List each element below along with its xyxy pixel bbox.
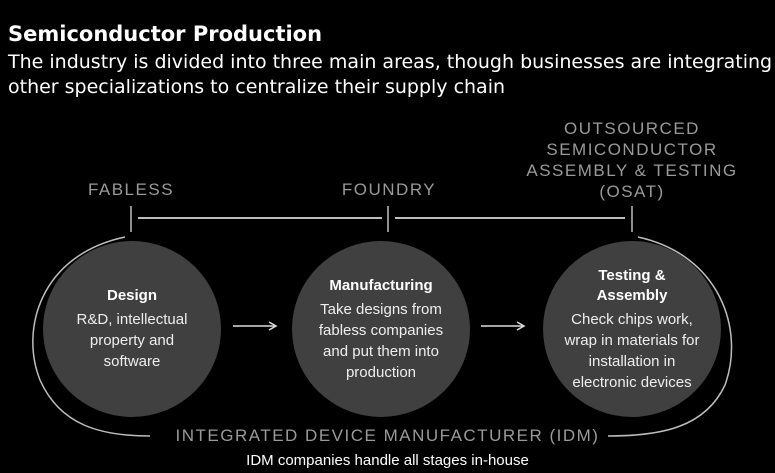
idm-label: INTEGRATED DEVICE MANUFACTURER (IDM) [175,426,600,445]
subtitle: The industry is divided into three main … [8,51,773,98]
category-fabless: FABLESS [87,180,175,199]
stage-manufacturing: Manufacturing Take designs from fabless … [292,241,470,417]
stage-design: Design R&D, intellectual property and so… [43,241,221,417]
page-title: Semiconductor Production [8,22,323,46]
category-foundry: FOUNDRY [341,180,437,199]
stage-description: Take designs from fabless companies and … [318,300,444,381]
idm-loop-right [607,236,733,437]
arrow-2 [481,321,526,331]
stage-heading: Testing & Assembly [596,266,668,304]
stage-heading: Design [106,287,157,304]
idm-note: IDM companies handle all stages in-house [246,452,529,469]
arrow-1 [233,321,278,331]
idm-loop-left [32,236,151,437]
stage-heading: Manufacturing [329,276,433,294]
stage-description: Check chips work, wrap in materials for … [564,310,700,391]
category-osat: OUTSOURCED SEMICONDUCTOR ASSEMBLY & TEST… [526,119,738,201]
stage-testing-assembly: Testing & Assembly Check chips work, wra… [543,241,721,417]
stage-description: R&D, intellectual property and software [76,311,188,370]
